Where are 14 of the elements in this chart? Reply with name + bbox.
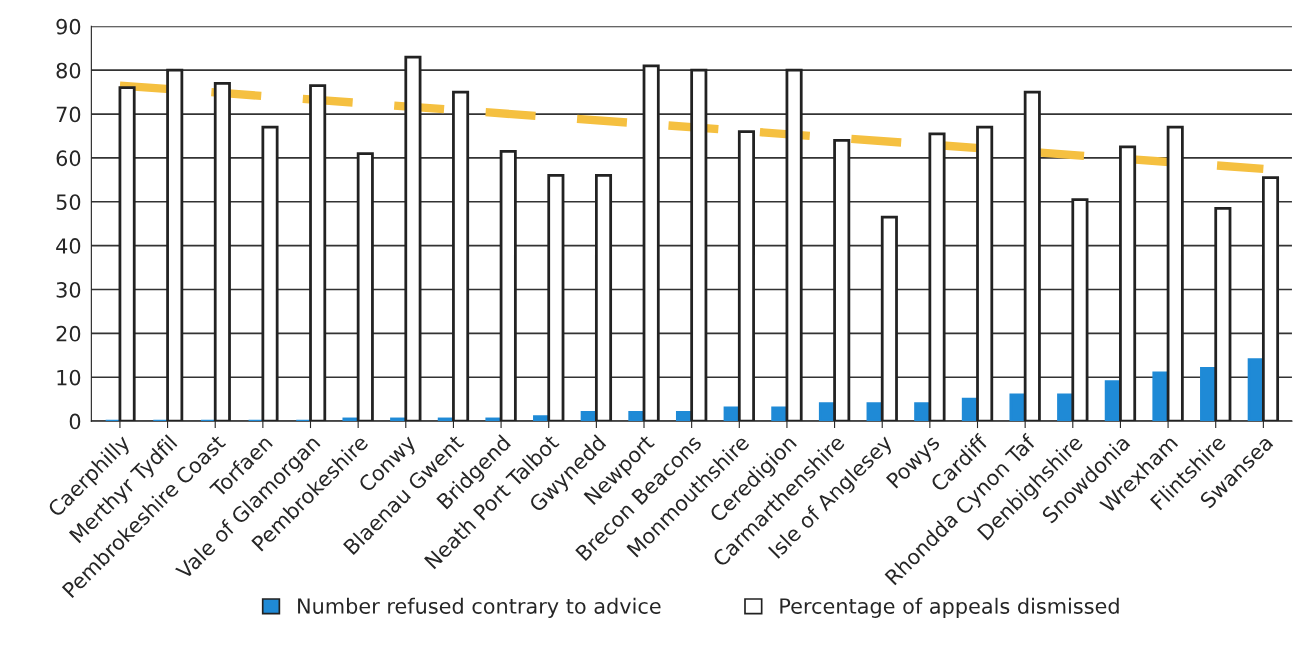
bar: [1009, 393, 1027, 422]
y-tick-label: 50: [56, 194, 81, 210]
legend-label: Percentage of appeals dismissed: [780, 597, 1119, 618]
y-tick-label: 70: [56, 106, 81, 123]
y-tick-label: 20: [56, 325, 81, 342]
y-tick-label: 80: [56, 62, 81, 79]
bar: [628, 410, 646, 422]
legend-label: Number refused contrary to advice: [298, 597, 661, 618]
y-tick-label: 10: [57, 369, 81, 386]
y-tick-label: 30: [56, 281, 81, 298]
y-tick-label: 0: [69, 413, 81, 430]
y-tick-label: 90: [56, 18, 81, 35]
y-tick-label: 60: [56, 150, 81, 167]
y-tick-label: 40: [56, 238, 81, 254]
